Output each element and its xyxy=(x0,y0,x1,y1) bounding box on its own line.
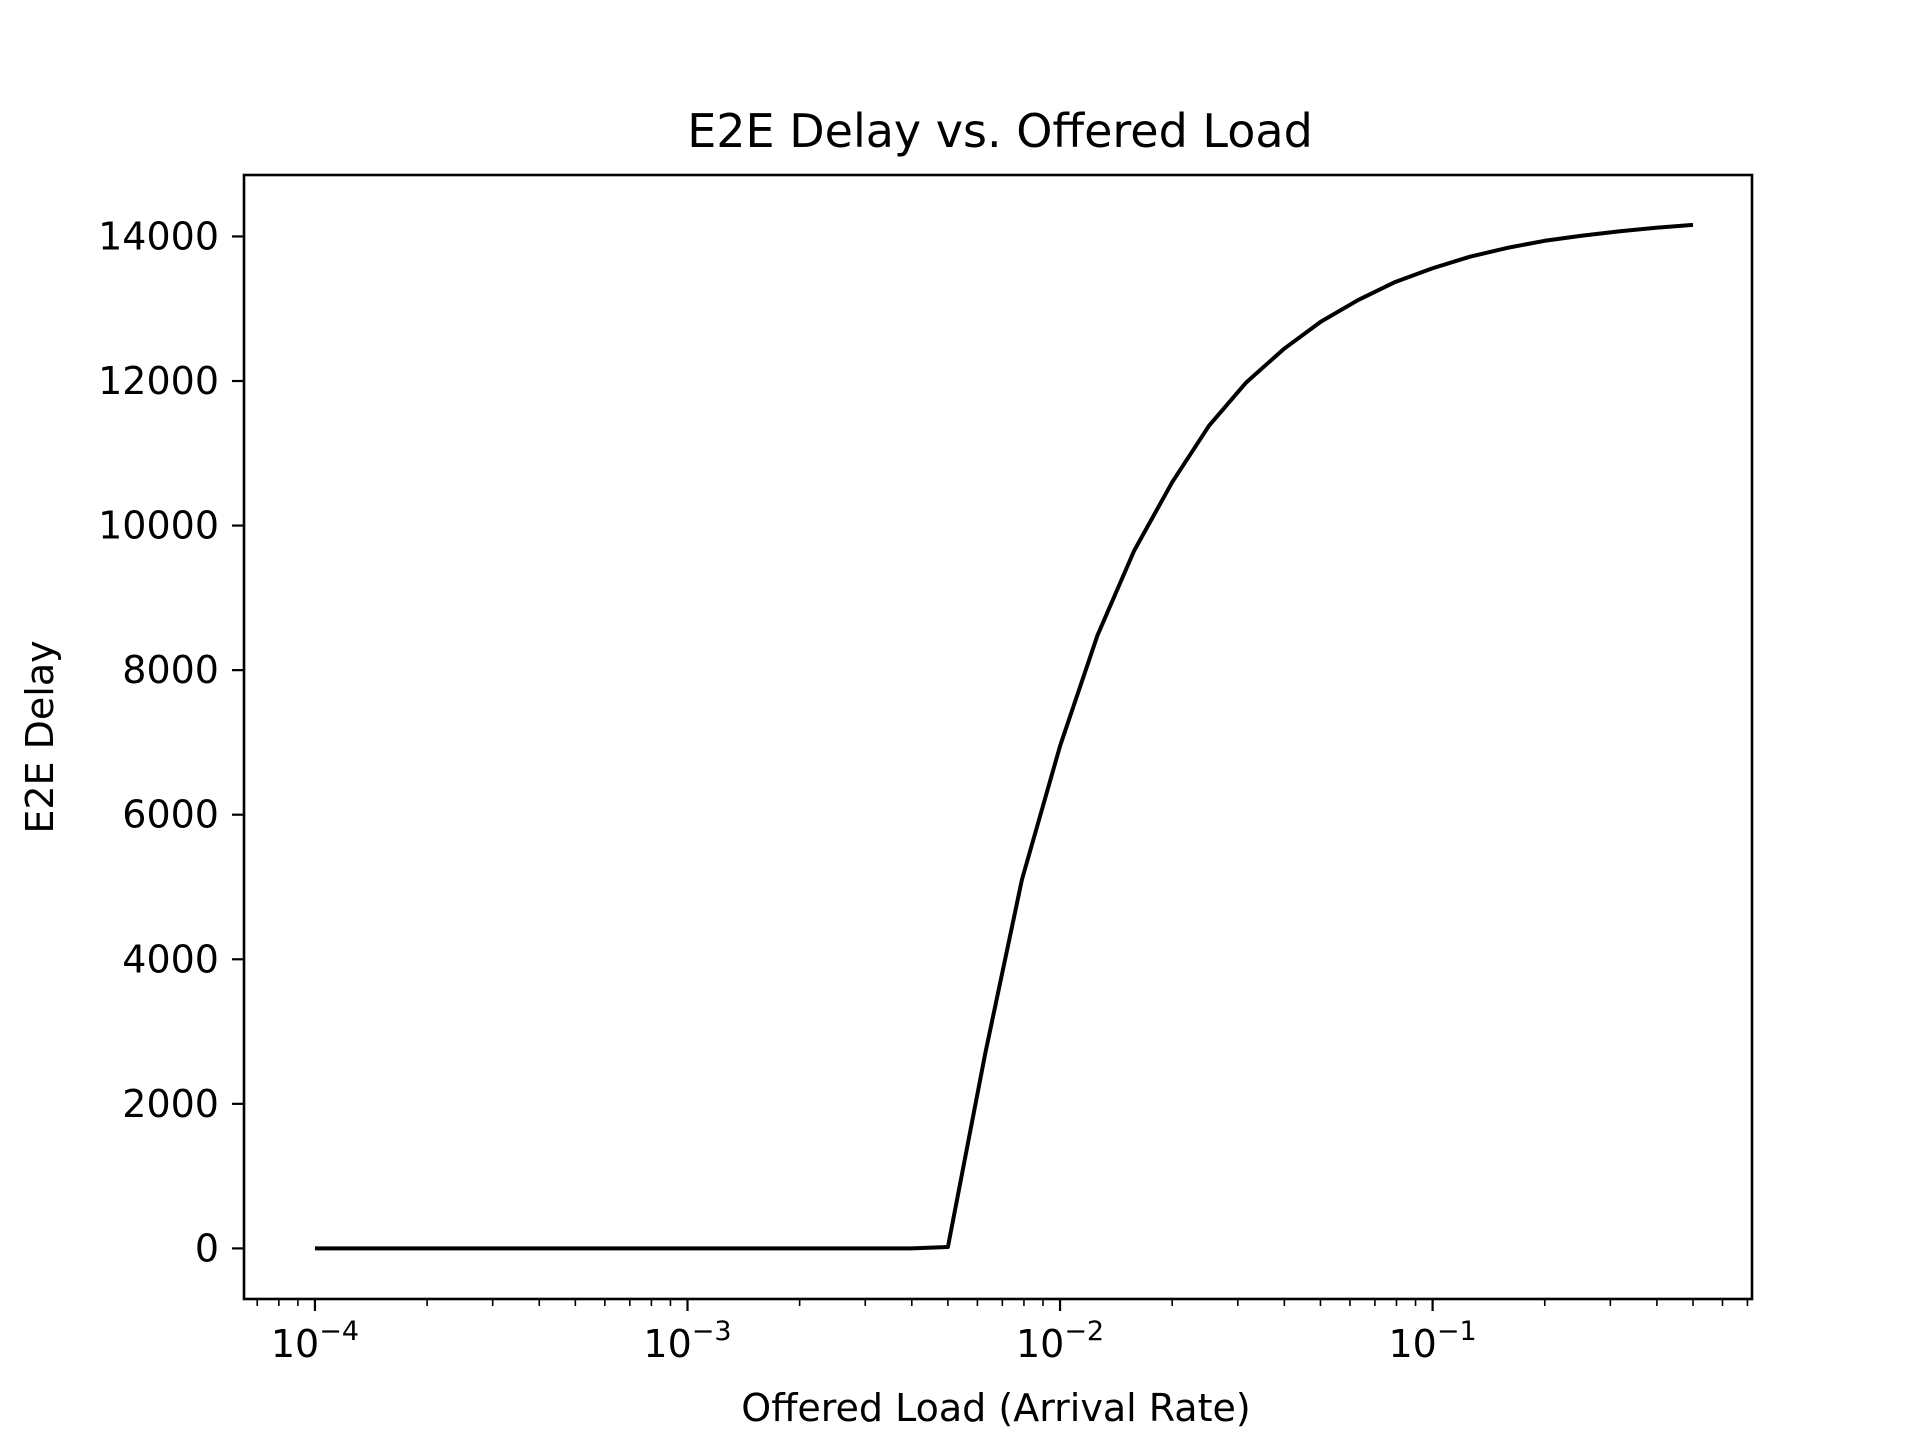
y-axis-ticks: 0 2000 4000 6000 8000 10000 12000 14000 xyxy=(98,214,244,1270)
x-tick-label-exponent: −2 xyxy=(1064,1316,1104,1347)
x-tick-label-exponent: −1 xyxy=(1437,1316,1477,1347)
x-tick-label: 10−3 xyxy=(643,1316,731,1366)
x-tick-label-base: 10 xyxy=(1016,1322,1064,1366)
y-tick-label: 8000 xyxy=(122,648,219,692)
x-tick-label: 10−1 xyxy=(1389,1316,1477,1366)
x-tick-label-base: 10 xyxy=(1389,1322,1437,1366)
x-tick-label-exponent: −3 xyxy=(692,1316,732,1347)
y-tick-label: 0 xyxy=(195,1226,219,1270)
x-axis-ticks: 10−4 10−3 10−2 10−1 xyxy=(271,1299,1477,1366)
chart-title: E2E Delay vs. Offered Load xyxy=(687,104,1313,158)
series-line xyxy=(314,222,1694,1251)
plot-area-frame xyxy=(242,173,1754,1301)
y-tick-label: 12000 xyxy=(98,359,219,403)
x-tick-label-base: 10 xyxy=(643,1322,691,1366)
y-tick-label: 14000 xyxy=(98,214,219,258)
x-tick-label: 10−4 xyxy=(271,1316,359,1366)
y-tick-label: 4000 xyxy=(122,937,219,981)
x-tick-label-base: 10 xyxy=(271,1322,319,1366)
y-axis-label: E2E Delay xyxy=(18,640,62,833)
series-layer xyxy=(314,222,1694,1251)
y-tick-label: 6000 xyxy=(122,793,219,837)
x-tick-label: 10−2 xyxy=(1016,1316,1104,1366)
y-tick-label: 10000 xyxy=(98,504,219,548)
y-tick-label: 2000 xyxy=(122,1082,219,1126)
x-axis-label: Offered Load (Arrival Rate) xyxy=(741,1386,1250,1430)
x-tick-label-exponent: −4 xyxy=(319,1316,359,1347)
